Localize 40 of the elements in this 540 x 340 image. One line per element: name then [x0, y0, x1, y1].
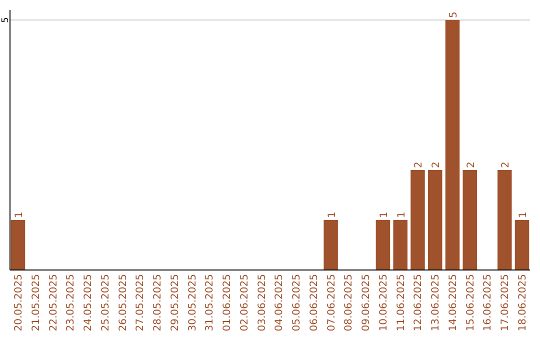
x-tick-label: 30.05.2025: [187, 274, 198, 332]
x-tick-label: 23.05.2025: [66, 274, 77, 332]
data-label: 1: [396, 212, 408, 218]
x-tick-label: 06.06.2025: [308, 274, 320, 332]
data-label: 1: [326, 212, 338, 218]
x-tick-label: 05.06.2025: [292, 274, 303, 332]
x-tick-label: 28.05.2025: [152, 274, 164, 332]
x-tick-label: 02.06.2025: [239, 274, 250, 332]
x-tick-label: 07.06.2025: [326, 274, 338, 332]
x-tick-label: 22.05.2025: [48, 274, 60, 332]
x-tick-label: 04.06.2025: [274, 274, 286, 332]
x-tick-label: 29.05.2025: [170, 274, 181, 332]
data-label: 1: [14, 212, 25, 218]
x-tick-label: 12.06.2025: [413, 274, 424, 332]
data-label: 2: [500, 162, 512, 168]
data-label: 2: [414, 162, 425, 168]
x-tick-label: 21.05.2025: [30, 274, 42, 332]
x-tick-label: 31.05.2025: [204, 274, 216, 332]
x-tick-label: 03.06.2025: [256, 274, 268, 332]
x-tick-label: 10.06.2025: [378, 274, 390, 332]
data-label: 2: [431, 162, 442, 168]
x-tick-label: 14.06.2025: [448, 274, 459, 332]
x-tick-label: 08.06.2025: [344, 274, 355, 332]
x-tick-label: 16.06.2025: [482, 274, 494, 332]
x-tick-label: 09.06.2025: [361, 274, 372, 332]
x-tick-label: 25.05.2025: [100, 274, 112, 332]
x-tick-label: 26.05.2025: [118, 274, 129, 332]
x-tick-label: 11.06.2025: [396, 274, 407, 332]
data-label: 1: [518, 212, 530, 218]
x-tick-label: 27.05.2025: [135, 274, 146, 332]
data-label: 2: [466, 162, 477, 168]
x-tick-label: 20.05.2025: [13, 274, 24, 332]
x-tick-label: 13.06.2025: [430, 274, 442, 332]
x-tick-label: 15.06.2025: [465, 274, 476, 332]
data-label: 1: [378, 212, 390, 218]
data-label: 5: [448, 12, 460, 18]
x-tick-label: 17.06.2025: [500, 274, 512, 332]
x-tick-label: 24.05.2025: [83, 274, 94, 332]
x-tick-label: 01.06.2025: [222, 274, 234, 332]
x-tick-label: 18.06.2025: [518, 274, 529, 332]
